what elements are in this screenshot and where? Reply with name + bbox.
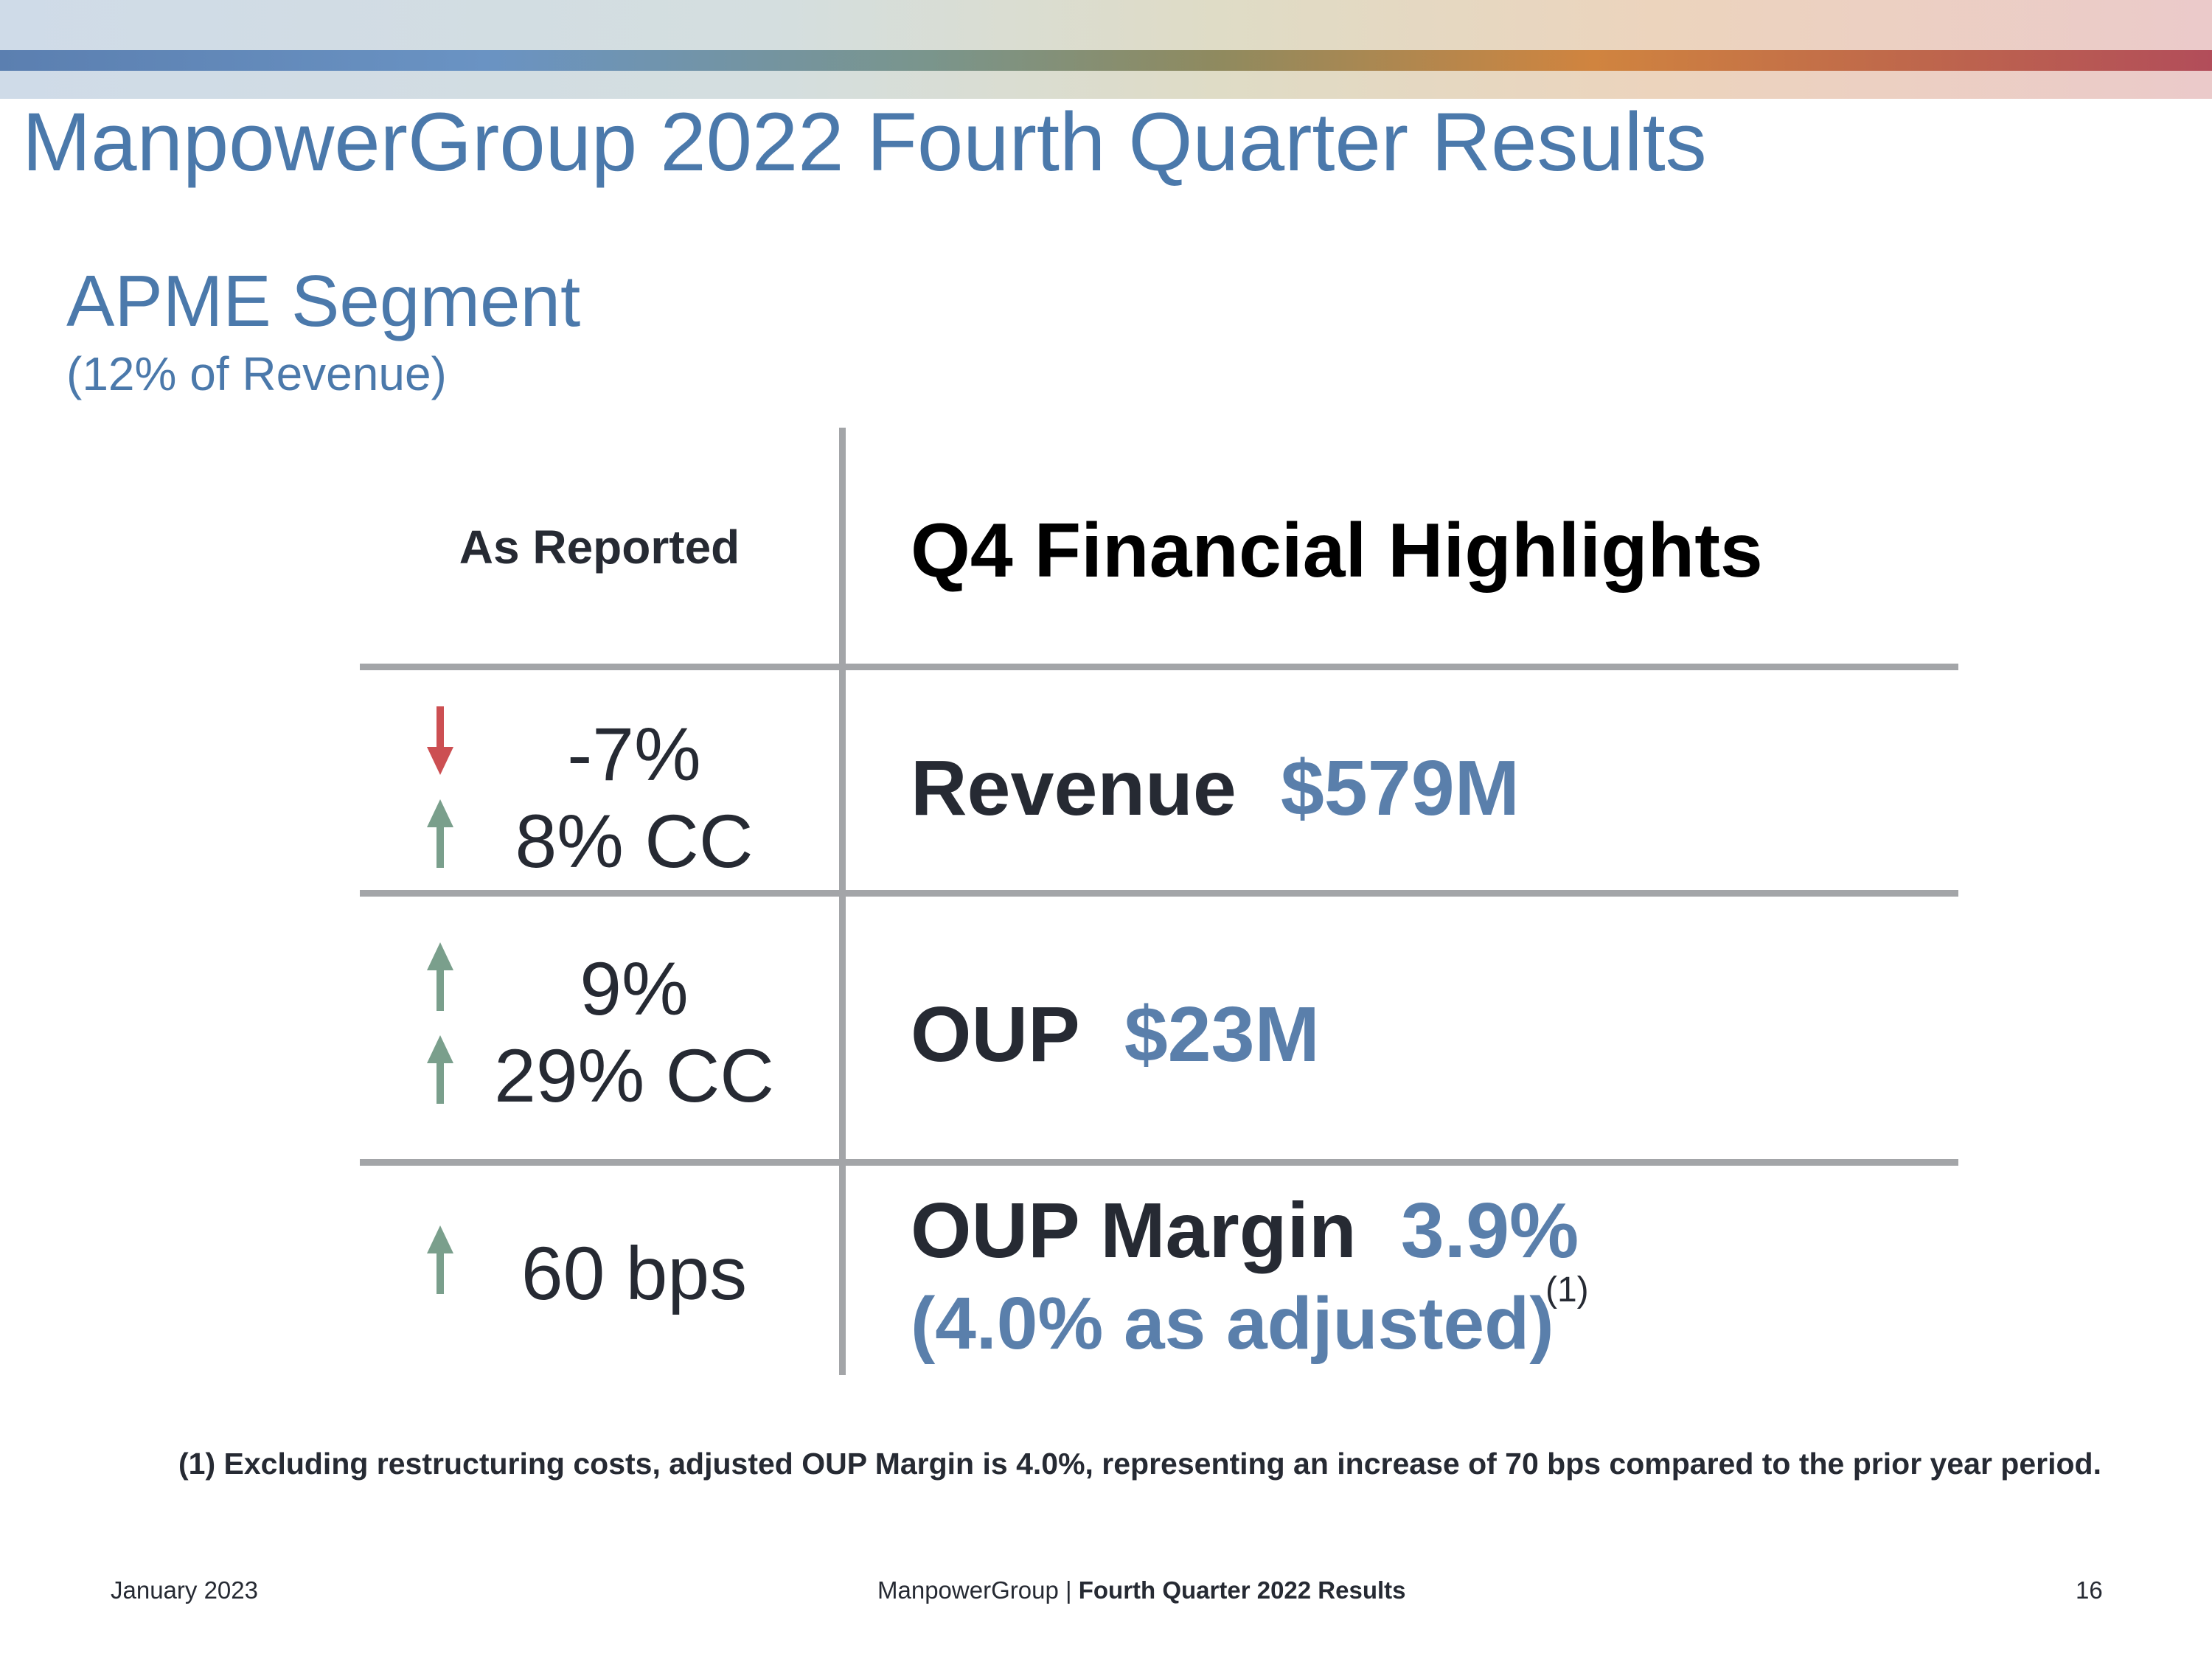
oup-margin-change: 60 bps: [521, 1231, 748, 1315]
revenue-metric: Revenue $579M: [911, 749, 1520, 827]
header-gradient-band: [0, 0, 2212, 99]
arrow-up-icon: [425, 798, 455, 868]
revenue-value: $579M: [1280, 745, 1520, 832]
page-number: 16: [2076, 1576, 2103, 1604]
footnote: (1) Excluding restructuring costs, adjus…: [178, 1447, 2101, 1481]
arrow-up-icon: [425, 1224, 455, 1294]
highlights-header: Q4 Financial Highlights: [911, 508, 1763, 594]
column-divider: [839, 428, 846, 1375]
oup-change-reported: 9%: [580, 947, 689, 1031]
row-divider: [360, 890, 1958, 897]
row-divider: [360, 664, 1958, 670]
footer-title: ManpowerGroup | Fourth Quarter 2022 Resu…: [877, 1576, 1406, 1604]
header-color-stripe: [0, 50, 2212, 71]
footnote-reference: (1): [1545, 1270, 1589, 1310]
oup-metric: OUP $23M: [911, 995, 1320, 1074]
oup-margin-adjusted: (4.0% as adjusted): [911, 1282, 1554, 1365]
arrow-up-icon: [425, 941, 455, 1011]
oup-margin-metric: OUP Margin 3.9%: [911, 1192, 1579, 1270]
revenue-change-reported: -7%: [567, 712, 701, 796]
row-divider: [360, 1159, 1958, 1166]
footer-report: Fourth Quarter 2022 Results: [1078, 1576, 1406, 1604]
as-reported-header: As Reported: [459, 521, 740, 574]
footer-separator: |: [1058, 1576, 1079, 1604]
segment-title: APME Segment: [66, 260, 581, 341]
slide-title: ManpowerGroup 2022 Fourth Quarter Result…: [22, 96, 1707, 188]
revenue-change-cc: 8% CC: [515, 799, 754, 883]
arrow-down-icon: [425, 706, 455, 776]
arrow-up-icon: [425, 1034, 455, 1104]
footer-company: ManpowerGroup: [877, 1576, 1059, 1604]
oup-margin-label: OUP Margin: [911, 1187, 1357, 1274]
revenue-label: Revenue: [911, 745, 1237, 832]
oup-change-cc: 29% CC: [494, 1034, 774, 1118]
oup-margin-value: 3.9%: [1400, 1187, 1579, 1274]
oup-value: $23M: [1124, 991, 1320, 1078]
footer-date: January 2023: [111, 1576, 258, 1604]
oup-label: OUP: [911, 991, 1080, 1078]
segment-subtitle: (12% of Revenue): [66, 347, 447, 400]
